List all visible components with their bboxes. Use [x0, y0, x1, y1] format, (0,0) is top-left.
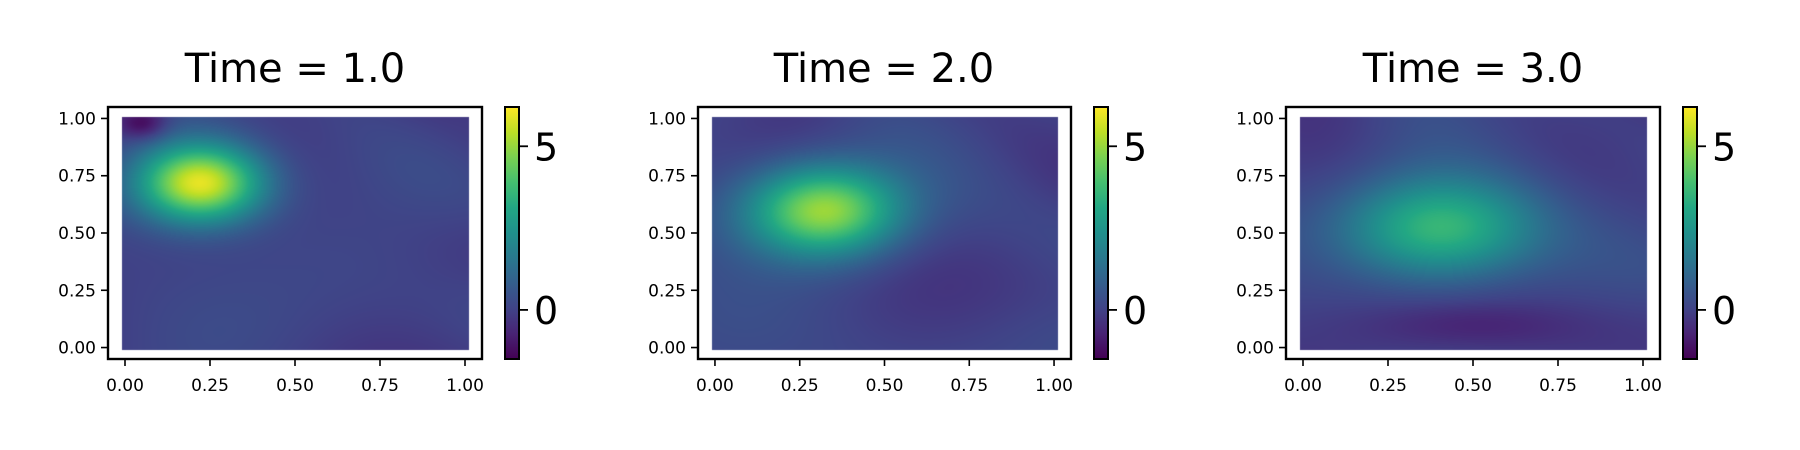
x-tick-label: 0.75	[950, 376, 988, 396]
colorbar-tick-label: 0	[1123, 289, 1147, 333]
x-tick-label: 0.50	[866, 376, 904, 396]
colorbar-tick-label: 5	[1123, 125, 1147, 169]
x-tick-label: 0.50	[1454, 376, 1492, 396]
x-tick-label: 1.00	[446, 376, 484, 396]
panel-title: Time = 2.0	[773, 46, 994, 92]
y-tick-label: 0.75	[1236, 167, 1274, 187]
colorbar	[504, 106, 520, 360]
colorbar-tick-label: 5	[534, 125, 558, 169]
y-tick-label: 0.25	[1236, 281, 1274, 301]
panel-1: Time = 1.0 0.00 0.25 0.50 0.75 1.00 0.00 0.25 0.…	[58, 46, 558, 396]
x-tick-label: 1.00	[1624, 376, 1662, 396]
y-tick-label: 0.50	[58, 224, 96, 244]
colorbar	[1093, 106, 1109, 360]
x-tick-label: 1.00	[1035, 376, 1073, 396]
heatmap-image	[698, 107, 1071, 359]
colorbar-tick-label: 0	[1712, 289, 1736, 333]
x-tick-label: 0.75	[1539, 376, 1577, 396]
x-tick-label: 0.50	[276, 376, 314, 396]
panel-3: Time = 3.0 0.00 0.25 0.50 0.75 1.00 0.00 0.25 0.…	[1236, 46, 1736, 396]
y-tick-label: 0.50	[648, 224, 686, 244]
y-tick-label: 1.00	[648, 109, 686, 129]
panel-2: Time = 2.0 0.00 0.25 0.50 0.75 1.00 0.00 0.25 0.…	[648, 46, 1147, 396]
y-tick-label: 0.75	[648, 167, 686, 187]
heatmap-image	[108, 107, 482, 359]
y-tick-label: 1.00	[58, 109, 96, 129]
x-tick-label: 0.00	[696, 376, 734, 396]
colorbar-tick-label: 5	[1712, 125, 1736, 169]
panel-title: Time = 3.0	[1362, 46, 1583, 92]
colorbar	[1682, 106, 1698, 360]
y-tick-label: 0.25	[648, 281, 686, 301]
x-tick-label: 0.25	[1369, 376, 1407, 396]
y-tick-label: 1.00	[1236, 109, 1274, 129]
y-tick-label: 0.00	[648, 339, 686, 359]
x-tick-label: 0.00	[106, 376, 144, 396]
y-tick-label: 0.75	[58, 167, 96, 187]
y-tick-label: 0.25	[58, 281, 96, 301]
y-tick-label: 0.00	[1236, 339, 1274, 359]
x-tick-label: 0.75	[361, 376, 399, 396]
colorbar-tick-label: 0	[534, 289, 558, 333]
x-tick-label: 0.25	[191, 376, 229, 396]
panel-title: Time = 1.0	[184, 46, 405, 92]
x-tick-label: 0.25	[781, 376, 819, 396]
y-tick-label: 0.00	[58, 339, 96, 359]
heatmap-image	[1286, 107, 1660, 359]
x-tick-label: 0.00	[1284, 376, 1322, 396]
y-tick-label: 0.50	[1236, 224, 1274, 244]
